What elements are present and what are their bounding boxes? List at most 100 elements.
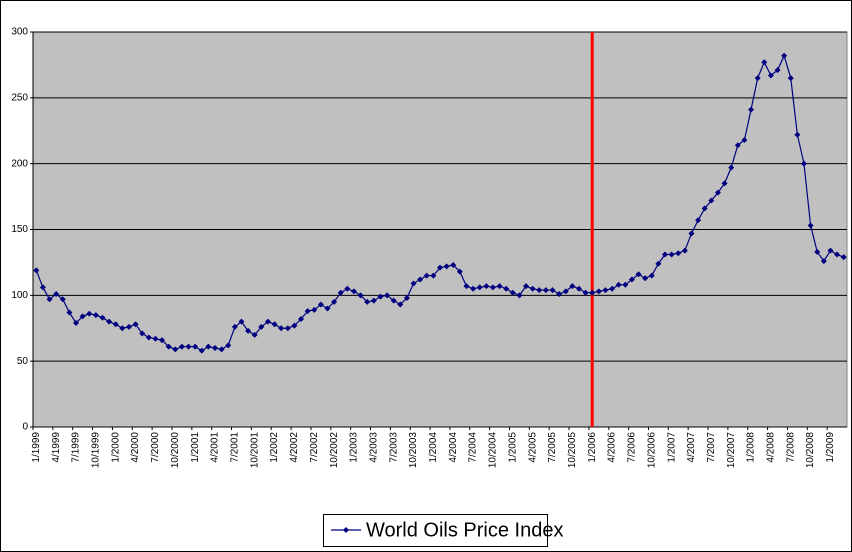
data-point	[251, 331, 258, 338]
data-point	[231, 323, 238, 330]
x-tick-label: 1/2003	[349, 432, 360, 463]
data-point	[145, 334, 152, 341]
data-point	[99, 314, 106, 321]
x-tick-label: 1/1999	[31, 432, 42, 463]
data-point	[774, 67, 781, 74]
data-point	[470, 285, 477, 292]
x-tick-label: 4/2005	[527, 432, 538, 463]
x-tick-label: 4/2002	[289, 432, 300, 463]
x-tick-label: 1/2007	[666, 432, 677, 463]
data-point	[172, 346, 179, 353]
data-point	[245, 327, 252, 334]
data-point	[106, 318, 113, 325]
data-point	[840, 254, 847, 261]
x-tick-label: 1/2004	[428, 432, 439, 463]
data-point	[655, 260, 662, 267]
x-tick-label: 7/2003	[388, 432, 399, 463]
legend-label: World Oils Price Index	[366, 519, 563, 541]
x-tick-label: 4/1999	[51, 432, 62, 463]
data-point	[622, 281, 629, 288]
data-point	[437, 264, 443, 271]
data-point	[668, 251, 675, 258]
data-point	[33, 267, 40, 274]
data-point	[562, 288, 569, 295]
x-tick-label: 7/2007	[706, 432, 717, 463]
data-point	[178, 343, 185, 350]
data-point	[781, 52, 788, 59]
data-point	[820, 258, 827, 265]
data-point	[628, 276, 635, 283]
x-tick-label: 4/2004	[448, 432, 459, 463]
data-point	[53, 291, 60, 298]
data-point	[675, 250, 682, 257]
data-point	[721, 180, 728, 187]
x-tick-label: 10/1999	[91, 432, 102, 469]
data-point	[741, 136, 748, 143]
data-point	[357, 292, 364, 299]
data-point	[152, 335, 159, 342]
legend-marker	[343, 527, 349, 533]
data-point	[397, 301, 404, 308]
x-tick-label: 7/1999	[71, 432, 82, 463]
data-point	[192, 343, 199, 350]
data-point	[761, 59, 768, 66]
data-point	[384, 292, 391, 299]
data-point	[423, 272, 430, 279]
data-point	[410, 280, 417, 287]
data-point	[615, 281, 622, 288]
data-point	[483, 283, 490, 290]
data-point	[529, 285, 536, 292]
y-tick-label: 0	[22, 422, 28, 433]
data-point	[331, 298, 338, 305]
data-point	[456, 268, 463, 275]
x-tick-label: 1/2005	[507, 432, 518, 463]
data-point	[602, 287, 609, 294]
data-point	[648, 272, 655, 279]
data-point	[165, 343, 172, 350]
data-point	[807, 222, 814, 229]
data-point	[767, 72, 774, 79]
x-tick-label: 10/2008	[805, 432, 816, 469]
data-point	[476, 284, 483, 291]
data-point	[258, 323, 265, 330]
data-point	[364, 298, 371, 305]
data-point	[556, 291, 563, 298]
data-point	[159, 337, 166, 344]
data-point	[211, 345, 218, 351]
data-point	[284, 325, 291, 332]
data-point	[450, 262, 457, 269]
x-tick-label: 10/2000	[170, 432, 181, 469]
data-point	[834, 251, 841, 258]
data-point	[92, 312, 99, 319]
x-tick-label: 10/2004	[488, 432, 499, 469]
x-tick-label: 4/2003	[368, 432, 379, 463]
data-point	[800, 160, 807, 167]
data-point	[198, 347, 205, 354]
data-point	[582, 289, 589, 296]
data-point	[370, 297, 377, 304]
y-tick-label: 100	[11, 290, 28, 301]
data-point	[377, 293, 384, 300]
x-tick-label: 7/2004	[468, 432, 479, 463]
data-point	[86, 310, 93, 317]
data-point	[344, 285, 351, 292]
x-tick-label: 10/2007	[726, 432, 737, 469]
x-tick-label: 1/2009	[825, 432, 836, 463]
data-point	[754, 75, 761, 82]
data-point	[569, 283, 576, 290]
data-point	[542, 287, 549, 294]
data-point	[59, 296, 66, 303]
data-point	[701, 205, 708, 212]
data-point	[609, 285, 616, 292]
data-point	[271, 321, 278, 328]
data-point	[748, 106, 755, 113]
data-point	[595, 288, 602, 295]
data-point	[662, 251, 669, 258]
data-point	[324, 305, 331, 312]
data-point	[291, 322, 298, 329]
data-point	[66, 309, 73, 316]
data-point	[503, 285, 510, 292]
x-tick-label: 1/2001	[190, 432, 201, 463]
data-point	[536, 287, 543, 294]
